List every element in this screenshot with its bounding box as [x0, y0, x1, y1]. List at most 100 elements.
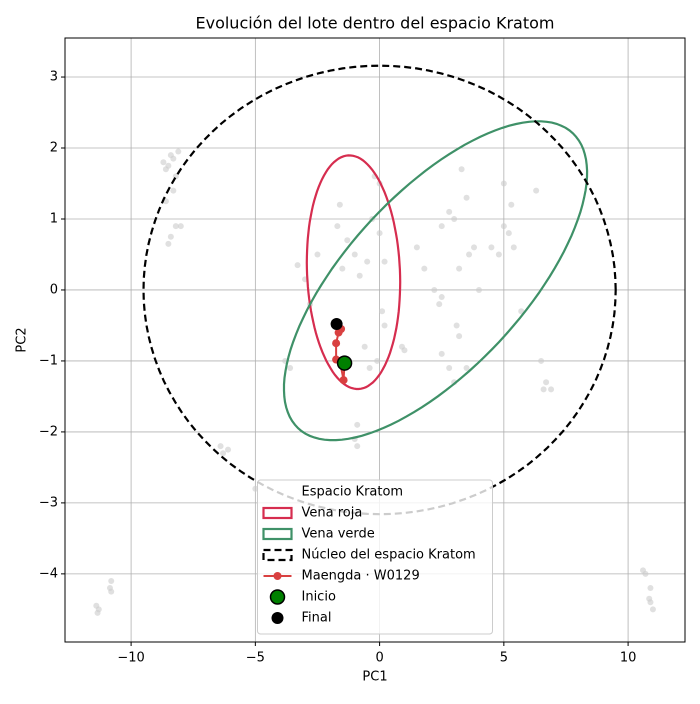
background-point [453, 322, 460, 329]
background-point [438, 350, 445, 357]
background-point [165, 240, 172, 247]
y-tick-label: 0 [50, 282, 58, 297]
y-tick-label: −2 [39, 424, 58, 439]
background-point [381, 322, 388, 329]
background-point [543, 379, 550, 386]
background-point [344, 237, 351, 244]
background-point [642, 570, 649, 577]
background-point [508, 201, 515, 208]
x-tick-label: −5 [246, 651, 265, 666]
background-point [471, 244, 478, 251]
x-tick-label: 10 [620, 651, 637, 666]
background-point [170, 187, 177, 194]
background-point [294, 262, 301, 269]
legend-label: Vena verde [302, 527, 375, 542]
background-point [510, 244, 517, 251]
legend-title: Espacio Kratom [302, 485, 404, 500]
background-point [366, 365, 373, 372]
background-point [500, 180, 507, 187]
y-tick-label: −3 [39, 495, 58, 510]
background-point [364, 258, 371, 265]
ellipse [305, 154, 402, 391]
background-point [436, 301, 443, 308]
background-point [401, 347, 408, 354]
legend-swatch [262, 527, 293, 541]
background-point [451, 215, 458, 222]
ellipse [282, 120, 589, 442]
background-point [361, 343, 368, 350]
marker-point [330, 318, 343, 331]
background-point [488, 244, 495, 251]
background-point [374, 357, 381, 364]
background-point [413, 244, 420, 251]
background-point [466, 251, 473, 258]
background-point [647, 585, 654, 592]
background-point [314, 251, 321, 258]
background-point [475, 286, 482, 293]
chart-title: Evolución del lote dentro del espacio Kr… [195, 14, 554, 33]
background-point [446, 365, 453, 372]
background-point [446, 208, 453, 215]
background-point [647, 599, 654, 606]
y-tick-label: −4 [39, 566, 58, 581]
y-axis-label: PC2 [15, 327, 30, 352]
background-point [351, 251, 358, 258]
legend-label: Inicio [302, 590, 336, 605]
background-point [252, 485, 259, 492]
y-tick-label: −1 [39, 353, 58, 368]
background-point [175, 148, 182, 155]
legend-swatch [262, 548, 293, 562]
background-point [463, 365, 470, 372]
background-point [540, 386, 547, 393]
background-point [354, 421, 361, 428]
x-tick-label: 0 [375, 651, 383, 666]
background-point [94, 609, 101, 616]
background-point [431, 286, 438, 293]
background-point [162, 166, 169, 173]
background-point [225, 446, 232, 453]
legend-swatch [271, 612, 284, 624]
y-tick-label: 3 [50, 70, 58, 85]
background-point [220, 450, 227, 457]
background-point [108, 588, 115, 595]
background-point [354, 443, 361, 450]
x-tick-label: 5 [500, 651, 508, 666]
legend-label: Final [302, 611, 332, 626]
background-point [376, 230, 383, 237]
background-point [505, 230, 512, 237]
background-point [533, 187, 540, 194]
background-point [167, 152, 174, 159]
background-point [495, 251, 502, 258]
background-point [108, 577, 115, 584]
background-point [172, 223, 179, 230]
background-point [167, 233, 174, 240]
x-axis-label: PC1 [362, 670, 387, 685]
marker-point [336, 355, 353, 371]
background-point [649, 606, 656, 613]
background-point [217, 443, 224, 450]
background-point [356, 272, 363, 279]
background-point [339, 265, 346, 272]
trajectory-point [332, 339, 341, 348]
background-point [456, 333, 463, 340]
background-point [160, 159, 167, 166]
background-point [438, 223, 445, 230]
background-point [438, 294, 445, 301]
background-point [463, 194, 470, 201]
background-point [334, 223, 341, 230]
background-point [548, 386, 555, 393]
background-point [381, 258, 388, 265]
background-point [177, 223, 184, 230]
legend-swatch [262, 506, 293, 520]
trajectory-point [339, 376, 348, 385]
background-point [336, 201, 343, 208]
background-point [456, 265, 463, 272]
background-point [287, 365, 294, 372]
legend-swatch [269, 589, 286, 605]
y-tick-label: 1 [50, 211, 58, 226]
legend-swatch [273, 572, 282, 580]
background-point [379, 308, 386, 315]
x-tick-label: −10 [117, 651, 144, 666]
background-point [500, 223, 507, 230]
